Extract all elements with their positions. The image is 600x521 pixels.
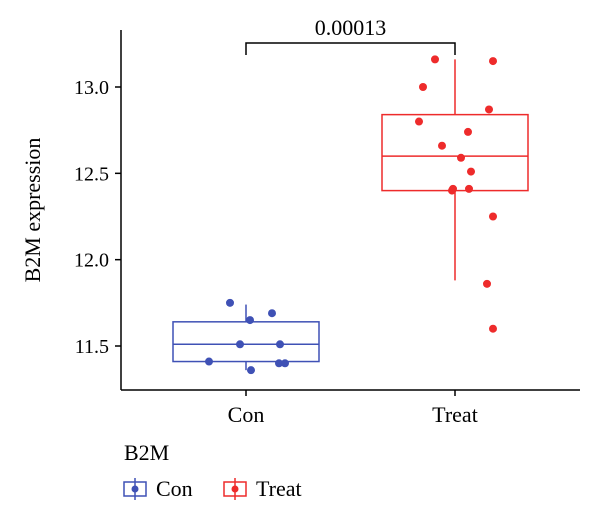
point-con <box>268 309 276 318</box>
legend-item-con: Con <box>123 476 193 501</box>
legend-key-dot <box>231 485 239 493</box>
data-points <box>205 55 497 375</box>
y-axis-title: B2M expression <box>20 138 45 283</box>
point-con <box>236 340 244 349</box>
y-tick-label: 12.5 <box>74 163 109 185</box>
point-con <box>247 366 255 375</box>
x-tick-label: Treat <box>432 402 478 427</box>
legend-title: B2M <box>124 440 169 465</box>
point-treat <box>415 117 423 126</box>
legend-label: Con <box>156 476 193 501</box>
point-treat <box>431 55 439 64</box>
y-tick-label: 13.0 <box>74 77 109 99</box>
point-treat <box>457 153 465 162</box>
point-con <box>281 359 289 368</box>
point-treat <box>489 212 497 221</box>
y-axis: 11.5 12.0 12.5 13.0 <box>74 30 122 390</box>
p-value-label: 0.00013 <box>315 15 387 40</box>
box-iqr <box>172 321 320 363</box>
box-con <box>172 304 320 371</box>
point-con <box>275 359 283 368</box>
point-treat <box>489 57 497 66</box>
legend: B2M Con Treat <box>123 440 302 501</box>
box-treat <box>381 59 529 281</box>
point-con <box>246 316 254 325</box>
point-treat <box>465 184 473 193</box>
point-con <box>205 357 213 366</box>
legend-key-dot <box>131 485 139 493</box>
x-tick-label: Con <box>228 402 265 427</box>
y-tick-label: 11.5 <box>75 336 109 358</box>
y-tick-label: 12.0 <box>74 250 109 272</box>
legend-item-treat: Treat <box>223 476 302 501</box>
point-treat <box>419 83 427 91</box>
legend-label: Treat <box>256 476 302 501</box>
point-treat <box>489 324 497 333</box>
x-axis: Con Treat <box>121 389 580 427</box>
significance-bracket: 0.00013 <box>245 15 456 55</box>
point-treat <box>448 186 456 195</box>
point-treat <box>438 141 446 150</box>
point-treat <box>467 167 475 176</box>
point-con <box>276 340 284 349</box>
point-treat <box>464 127 472 136</box>
bracket-line <box>245 42 456 55</box>
point-treat <box>483 279 491 288</box>
box-plots <box>172 59 529 371</box>
box-iqr <box>381 113 529 192</box>
point-treat <box>485 105 493 114</box>
point-con <box>226 298 234 307</box>
